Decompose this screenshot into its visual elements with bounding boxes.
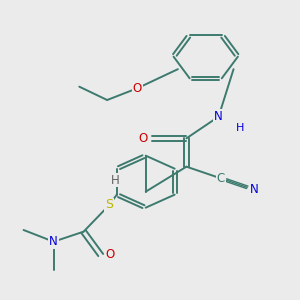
Text: S: S — [105, 199, 113, 212]
Text: O: O — [133, 82, 142, 95]
Text: N: N — [250, 183, 259, 196]
Text: O: O — [138, 132, 147, 145]
Text: N: N — [214, 110, 223, 123]
Text: C: C — [217, 172, 225, 185]
Text: H: H — [236, 123, 244, 133]
Text: H: H — [111, 173, 120, 187]
Text: N: N — [49, 235, 58, 248]
Text: O: O — [106, 248, 115, 262]
